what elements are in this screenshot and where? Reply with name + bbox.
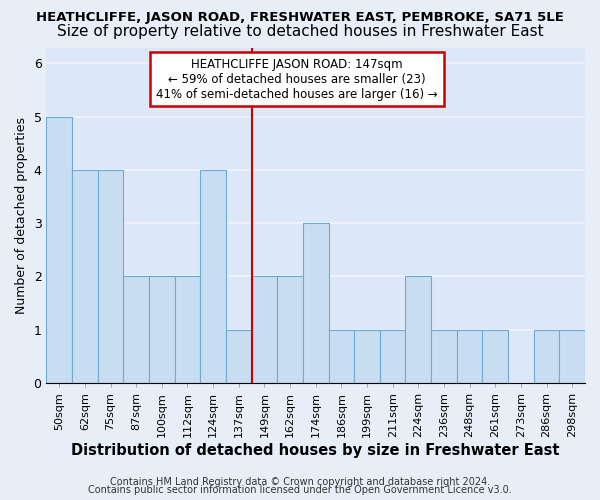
- Bar: [431, 330, 457, 383]
- Bar: [406, 276, 431, 383]
- Bar: [380, 330, 406, 383]
- Bar: [534, 330, 559, 383]
- Bar: [457, 330, 482, 383]
- Text: HEATHCLIFFE, JASON ROAD, FRESHWATER EAST, PEMBROKE, SA71 5LE: HEATHCLIFFE, JASON ROAD, FRESHWATER EAST…: [36, 11, 564, 24]
- Bar: [559, 330, 585, 383]
- Text: Contains HM Land Registry data © Crown copyright and database right 2024.: Contains HM Land Registry data © Crown c…: [110, 477, 490, 487]
- Bar: [303, 223, 329, 383]
- Bar: [329, 330, 354, 383]
- Text: Size of property relative to detached houses in Freshwater East: Size of property relative to detached ho…: [56, 24, 544, 39]
- Text: Contains public sector information licensed under the Open Government Licence v3: Contains public sector information licen…: [88, 485, 512, 495]
- Bar: [482, 330, 508, 383]
- Bar: [72, 170, 98, 383]
- Bar: [46, 116, 72, 383]
- Bar: [354, 330, 380, 383]
- Bar: [251, 276, 277, 383]
- Bar: [200, 170, 226, 383]
- Bar: [124, 276, 149, 383]
- X-axis label: Distribution of detached houses by size in Freshwater East: Distribution of detached houses by size …: [71, 442, 560, 458]
- Bar: [277, 276, 303, 383]
- Bar: [149, 276, 175, 383]
- Bar: [226, 330, 251, 383]
- Y-axis label: Number of detached properties: Number of detached properties: [15, 116, 28, 314]
- Bar: [175, 276, 200, 383]
- Text: HEATHCLIFFE JASON ROAD: 147sqm
← 59% of detached houses are smaller (23)
41% of : HEATHCLIFFE JASON ROAD: 147sqm ← 59% of …: [156, 58, 438, 100]
- Bar: [98, 170, 124, 383]
